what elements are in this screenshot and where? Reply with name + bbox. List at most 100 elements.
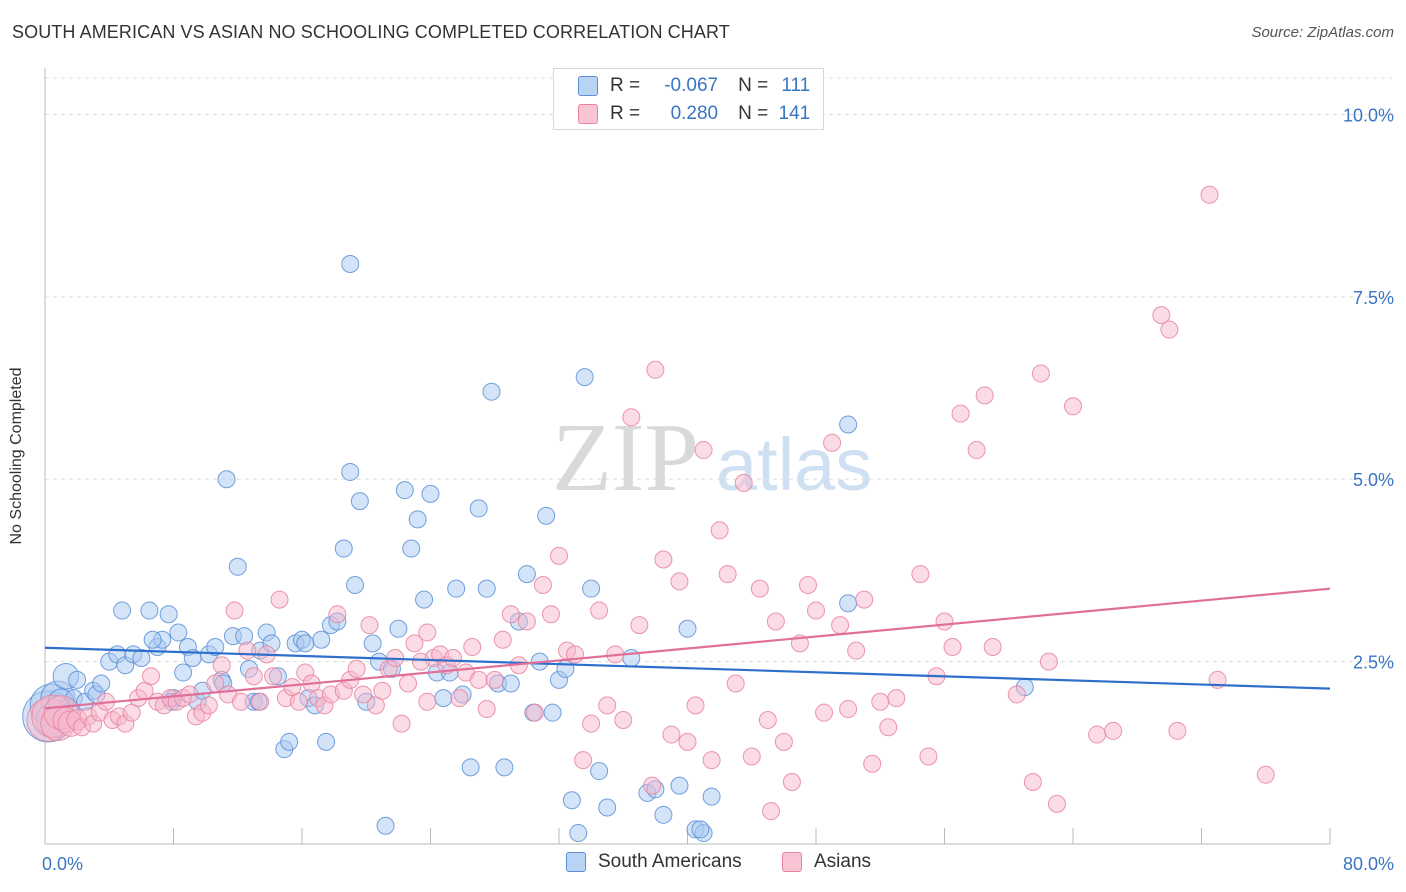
- asian-point: [726, 674, 745, 693]
- asian-point: [1023, 772, 1042, 791]
- asian-point: [742, 747, 761, 766]
- south-american-point: [350, 492, 369, 511]
- south-american-point: [569, 824, 588, 843]
- asian-point: [525, 703, 544, 722]
- south-american-point: [363, 634, 382, 653]
- south-american-point: [346, 576, 365, 595]
- asian-point: [501, 605, 520, 624]
- south-american-point: [670, 776, 689, 795]
- asian-point: [574, 751, 593, 770]
- south-american-point: [296, 634, 315, 653]
- south-american-point: [341, 255, 360, 274]
- asian-point: [847, 641, 866, 660]
- asian-point: [469, 670, 488, 689]
- asian-point: [831, 616, 850, 635]
- r-key: R =: [610, 75, 641, 96]
- south-american-point: [174, 663, 193, 682]
- legend-item-south-americans[interactable]: South Americans: [566, 851, 742, 873]
- south-american-point: [334, 539, 353, 558]
- asian-point: [622, 408, 641, 427]
- asian-point: [654, 550, 673, 569]
- asian-point: [1152, 306, 1171, 325]
- south-american-point: [575, 368, 594, 387]
- asian-point: [710, 521, 729, 540]
- asian-point: [758, 710, 777, 729]
- asian-point: [1168, 721, 1187, 740]
- south-american-point: [461, 758, 480, 777]
- south-american-point: [140, 601, 159, 620]
- asian-point: [702, 751, 721, 770]
- asian-point: [270, 590, 289, 609]
- asian-point: [212, 656, 231, 675]
- asian-point: [879, 718, 898, 737]
- watermark-atlas: atlas: [716, 423, 872, 506]
- asian-point: [614, 710, 633, 729]
- asian-point: [686, 696, 705, 715]
- asian-point: [718, 565, 737, 584]
- south-american-point: [376, 816, 395, 835]
- south-american-point: [556, 659, 575, 678]
- x-tick-label: 80.0%: [1343, 854, 1394, 874]
- asian-point: [289, 692, 308, 711]
- asian-point: [630, 616, 649, 635]
- asian-point: [199, 696, 218, 715]
- legend-row-south-americans: R = -0.067 N = 111: [578, 74, 810, 98]
- asians-legend-swatch: [782, 852, 802, 872]
- asians-swatch: [578, 104, 598, 124]
- south-american-point: [169, 623, 188, 642]
- y-tick-label: 2.5%: [1353, 653, 1394, 673]
- asian-point: [485, 670, 504, 689]
- south-american-point: [312, 630, 331, 649]
- n-key: N =: [738, 103, 769, 124]
- south-american-point: [132, 648, 151, 667]
- south-american-point: [678, 619, 697, 638]
- asian-point: [443, 648, 462, 667]
- asian-point: [328, 605, 347, 624]
- south-american-point: [598, 798, 617, 817]
- south-american-point: [113, 601, 132, 620]
- n-value: 111: [781, 75, 811, 96]
- asian-point: [975, 386, 994, 405]
- asian-point: [967, 441, 986, 460]
- south-american-point: [517, 565, 536, 584]
- asian-point: [517, 612, 536, 631]
- asian-point: [871, 692, 890, 711]
- correlation-legend: R = -0.067 N = 111 R = 0.280 N = 141: [553, 68, 824, 130]
- south-american-point: [537, 506, 556, 525]
- legend-label-south-americans: South Americans: [598, 851, 742, 872]
- asian-point: [1088, 725, 1107, 744]
- south-american-point: [702, 787, 721, 806]
- asian-point: [823, 433, 842, 452]
- south-american-point: [691, 820, 710, 839]
- asian-point: [766, 612, 785, 631]
- asian-point: [919, 747, 938, 766]
- south-american-point: [622, 648, 641, 667]
- asian-point: [347, 659, 366, 678]
- asian-point: [477, 700, 496, 719]
- legend-row-asians: R = 0.280 N = 141: [578, 102, 810, 126]
- n-value: 141: [778, 103, 811, 124]
- south-american-point: [562, 791, 581, 810]
- south-american-point: [501, 674, 520, 693]
- asian-point: [405, 634, 424, 653]
- chart-title: SOUTH AMERICAN VS ASIAN NO SCHOOLING COM…: [12, 22, 730, 42]
- south-american-point: [143, 630, 162, 649]
- n-key: N =: [738, 75, 769, 96]
- y-tick-label: 5.0%: [1353, 470, 1394, 490]
- south-american-point: [469, 499, 488, 518]
- legend-item-asians[interactable]: Asians: [782, 851, 871, 873]
- asian-point: [354, 685, 373, 704]
- asian-point: [1256, 765, 1275, 784]
- asian-point: [1007, 685, 1026, 704]
- r-key: R =: [610, 103, 641, 124]
- south-american-point: [421, 484, 440, 503]
- trend-lines: [44, 587, 1331, 710]
- asian-point: [643, 776, 662, 795]
- asian-point: [244, 667, 263, 686]
- south-american-point: [389, 619, 408, 638]
- asian-point: [373, 681, 392, 700]
- asian-point: [450, 689, 469, 708]
- asian-point: [750, 579, 769, 598]
- south-american-point: [317, 732, 336, 751]
- asian-point: [662, 725, 681, 744]
